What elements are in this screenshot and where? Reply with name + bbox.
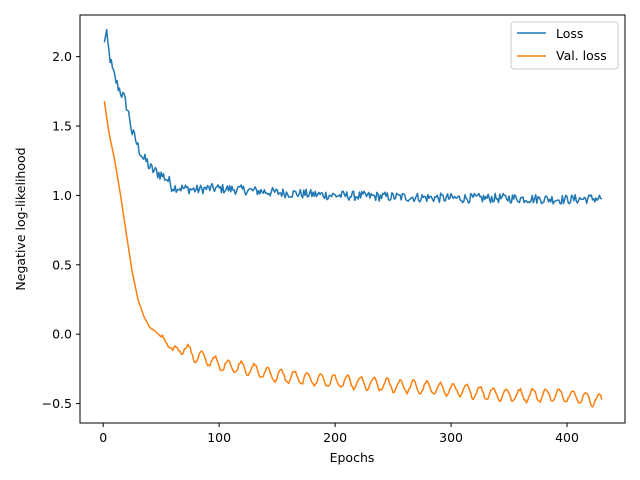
series-line-loss [103, 28, 603, 205]
y-axis-label: Negative log-likelihood [13, 147, 28, 290]
y-tick-label: 0.5 [52, 257, 72, 272]
y-tick-label: −0.5 [42, 396, 72, 411]
x-tick-label: 100 [207, 430, 231, 445]
y-tick-label: 1.0 [52, 188, 72, 203]
x-axis-ticks: 0 100 200 300 400 [99, 423, 579, 445]
x-tick-label: 300 [439, 430, 463, 445]
series-line-val-loss [103, 100, 603, 408]
plot-frame [79, 14, 626, 424]
y-tick-label: 1.5 [52, 119, 72, 134]
x-tick-label: 200 [323, 430, 347, 445]
y-axis-ticks: −0.5 0.0 0.5 1.0 1.5 2.0 [42, 49, 80, 411]
series-layer [103, 28, 603, 408]
x-axis-label: Epochs [330, 450, 375, 465]
plot-area [80, 15, 625, 423]
y-tick-label: 0.0 [52, 327, 72, 342]
legend: Loss Val. loss [510, 21, 619, 70]
x-tick-label: 400 [555, 430, 579, 445]
y-tick-label: 2.0 [52, 49, 72, 64]
x-tick-label: 0 [99, 430, 107, 445]
legend-label-loss: Loss [556, 26, 583, 41]
legend-label-val-loss: Val. loss [556, 48, 607, 63]
